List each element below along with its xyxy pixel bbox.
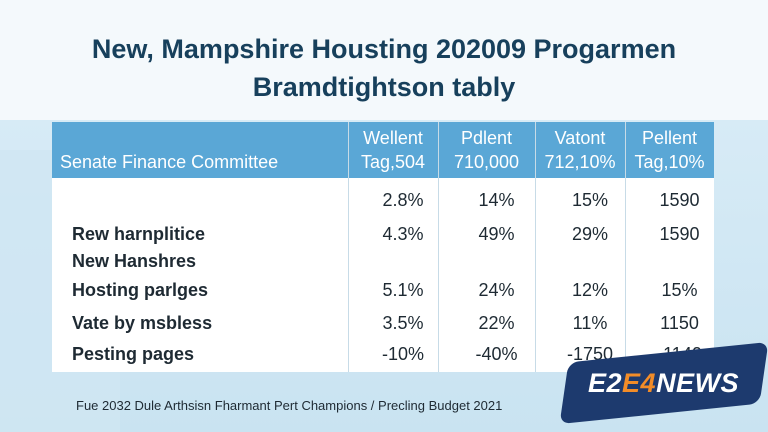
- logo-part: NEWS: [656, 368, 740, 398]
- table-cell: 1590: [659, 190, 700, 210]
- logo-part: E4: [622, 368, 657, 398]
- footer-caption: Fue 2032 Dule Arthsisn Fharmant Pert Cha…: [76, 398, 503, 413]
- column-header-sub: Tag,504: [360, 152, 426, 172]
- column-header: Pdlent 710,000: [438, 126, 535, 174]
- column-divider: [348, 122, 349, 372]
- column-header: Pellent Tag,10%: [625, 126, 714, 174]
- column-divider: [438, 122, 439, 372]
- table-header: [52, 122, 714, 178]
- table-cell: 4.3%: [382, 224, 424, 244]
- table-cell: 12%: [571, 280, 609, 300]
- column-divider: [625, 122, 626, 372]
- row-label: New Hanshres: [72, 251, 197, 271]
- table-cell: -10%: [381, 344, 425, 364]
- page-title: New, Mampshire Housting 202009 Progarmen: [91, 34, 677, 64]
- column-divider: [535, 122, 536, 372]
- committee-label: Senate Finance Committee: [60, 152, 279, 172]
- column-header-name: Pellent: [641, 128, 698, 148]
- page-subtitle: Bramdtightson tably: [252, 72, 516, 102]
- table-cell: 5.1%: [382, 280, 424, 300]
- table-cell: 1590: [659, 224, 700, 244]
- logo-part: E2: [588, 368, 623, 398]
- column-header: Vatont 712,10%: [535, 126, 625, 174]
- table-cell: 15%: [661, 280, 698, 300]
- column-header-sub: 712,10%: [544, 152, 616, 172]
- row-label: Pesting pages: [72, 344, 195, 364]
- table-cell: 49%: [478, 224, 515, 244]
- row-label: Hosting parlges: [72, 280, 209, 300]
- column-header-name: Wellent: [363, 128, 423, 148]
- table-cell: 14%: [478, 190, 515, 210]
- column-header-name: Vatont: [554, 128, 606, 148]
- table-cell: 3.5%: [382, 313, 424, 333]
- column-header-sub: Tag,10%: [634, 152, 705, 172]
- news-logo: E2E4NEWS: [588, 368, 739, 399]
- row-label: Vate by msbless: [72, 313, 213, 333]
- column-header-name: Pdlent: [460, 128, 513, 148]
- table-cell: 11%: [572, 313, 608, 333]
- column-header: Wellent Tag,504: [348, 126, 438, 174]
- table-cell: 22%: [478, 313, 515, 333]
- table-cell: -40%: [475, 344, 518, 364]
- table-cell: 1150: [660, 313, 699, 333]
- column-header-sub: 710,000: [453, 152, 520, 172]
- table-cell: 2.8%: [382, 190, 424, 210]
- table-cell: 29%: [571, 224, 609, 244]
- table-cell: 24%: [478, 280, 515, 300]
- table-cell: 15%: [571, 190, 609, 210]
- row-label: Rew harnplitice: [72, 224, 206, 244]
